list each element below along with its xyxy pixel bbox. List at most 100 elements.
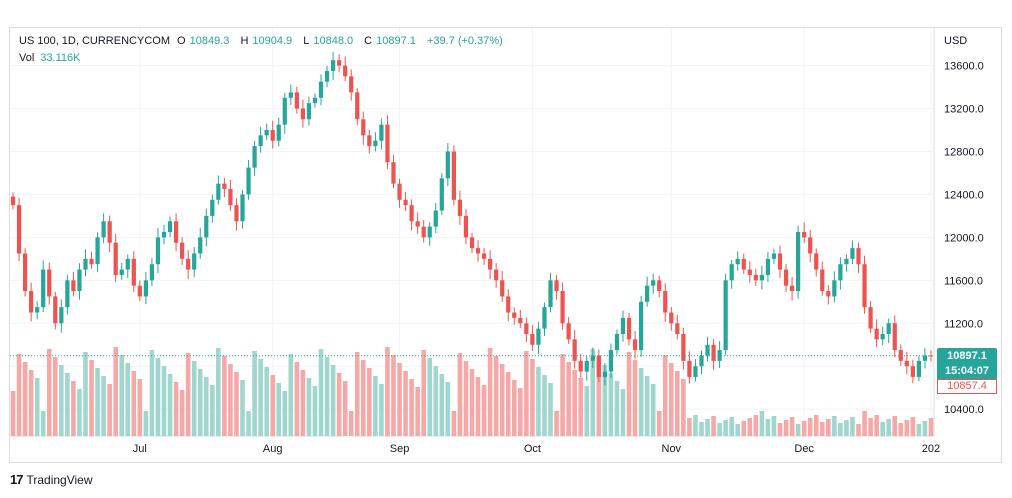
candle-body xyxy=(711,344,716,361)
candle-body xyxy=(288,92,293,98)
candle-body xyxy=(22,253,28,292)
candle-body xyxy=(246,167,251,195)
volume-bar xyxy=(258,359,263,436)
candle-body xyxy=(910,366,915,377)
volume-bar xyxy=(191,361,197,436)
candle-body xyxy=(862,264,867,308)
volume-bar xyxy=(210,385,215,436)
candle-body xyxy=(663,291,668,313)
volume-bar xyxy=(922,421,928,436)
candle-body xyxy=(687,360,692,377)
symbol-label[interactable]: US 100, 1D, CURRENCYCOM xyxy=(19,35,170,47)
volume-bar xyxy=(16,354,22,436)
x-tick-label: 202 xyxy=(922,443,940,455)
candle-body xyxy=(608,350,614,372)
volume-bar xyxy=(868,418,873,436)
volume-bar xyxy=(560,354,565,436)
volume-bar xyxy=(898,423,904,436)
candle-body xyxy=(765,258,771,275)
y-tick-label: 12400.0 xyxy=(944,189,984,201)
candle-body xyxy=(149,264,155,281)
candle-body xyxy=(512,312,517,318)
volume-bar xyxy=(499,364,505,436)
candle-body xyxy=(566,323,571,340)
volume-bar xyxy=(276,383,282,436)
footer[interactable]: 17 TradingView xyxy=(10,472,93,487)
candle-body xyxy=(445,151,450,179)
volume-bar xyxy=(566,362,571,436)
candle-body xyxy=(173,221,179,243)
volume-bar xyxy=(107,384,112,436)
candle-body xyxy=(10,196,16,206)
volume-bar xyxy=(910,417,916,436)
volume-bar xyxy=(801,421,807,436)
y-tick-label: 11600.0 xyxy=(944,275,983,287)
volume-bar xyxy=(789,417,795,436)
candle-body xyxy=(300,108,306,120)
open-label: O 10849.3 xyxy=(177,35,233,47)
volume-bar xyxy=(916,424,922,436)
candle-body xyxy=(596,355,601,377)
candle-body xyxy=(530,334,535,345)
currency-label[interactable]: USD xyxy=(944,35,968,47)
candle-body xyxy=(403,199,408,206)
candle-body xyxy=(258,135,263,147)
candle-body xyxy=(500,280,505,297)
candle-body xyxy=(349,76,354,93)
volume-bar xyxy=(40,411,46,436)
volume-bar xyxy=(856,424,861,436)
open-value: 10849.3 xyxy=(189,35,230,47)
candle-body xyxy=(95,237,100,265)
candle-body xyxy=(620,317,626,334)
close-value: 10897.1 xyxy=(376,35,416,47)
high-value: 10904.9 xyxy=(252,35,293,47)
x-tick-label: Sep xyxy=(390,443,410,455)
candle-body xyxy=(705,344,710,356)
y-tick-label: 12000.0 xyxy=(944,232,984,244)
volume-bar xyxy=(445,382,451,436)
volume-bar xyxy=(125,363,131,436)
candle-body xyxy=(753,274,758,281)
candle-body xyxy=(361,119,366,136)
candle-body xyxy=(735,258,740,265)
candle-body xyxy=(222,183,227,190)
y-tick-label: 11200.0 xyxy=(944,318,983,330)
volume-bar xyxy=(439,374,445,436)
tradingview-logo-icon: 17 xyxy=(10,472,24,487)
volume-bar xyxy=(59,365,64,436)
candle-body xyxy=(645,285,650,302)
candle-body xyxy=(856,248,861,265)
volume-bar xyxy=(409,379,414,436)
volume-bar xyxy=(185,353,191,436)
volume-bar xyxy=(608,373,614,436)
candle-body xyxy=(318,81,324,98)
candle-body xyxy=(397,183,402,200)
candle-body xyxy=(844,258,849,265)
volume-bar xyxy=(632,360,638,436)
volume-bar xyxy=(481,385,487,436)
candle-body xyxy=(488,258,493,270)
low-label: L 10848.0 xyxy=(303,35,357,47)
candle-body xyxy=(916,360,922,377)
candle-body xyxy=(898,350,903,361)
high-label: H 10904.9 xyxy=(240,35,296,47)
candle-body xyxy=(264,130,269,136)
candle-body xyxy=(282,97,287,125)
volume-bar xyxy=(783,420,789,436)
low-key: L xyxy=(303,35,310,47)
volume-bar xyxy=(614,381,620,436)
volume-bar xyxy=(101,376,106,436)
candle-body xyxy=(216,183,221,200)
candle-body xyxy=(638,301,644,351)
y-tick-label: 12800.0 xyxy=(944,146,984,158)
candle-body xyxy=(276,124,281,141)
volume-label[interactable]: Vol xyxy=(19,52,35,64)
candle-body xyxy=(717,350,722,361)
brand-label: TradingView xyxy=(26,472,93,487)
candle-body xyxy=(693,366,698,377)
candle-body xyxy=(294,92,299,109)
candle-body xyxy=(457,199,463,216)
volume-bar xyxy=(270,375,276,436)
countdown-value: 15:04:07 xyxy=(944,364,990,377)
